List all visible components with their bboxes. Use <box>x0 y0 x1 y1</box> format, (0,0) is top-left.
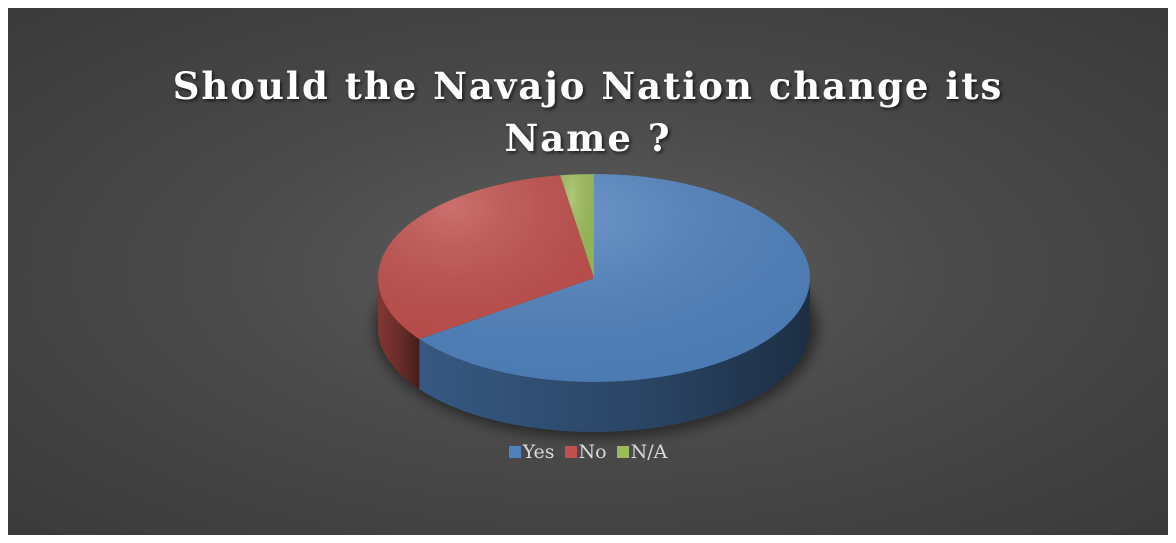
pie-tops <box>377 174 810 383</box>
legend-swatch-no <box>564 446 577 458</box>
legend-swatch-yes <box>508 446 521 458</box>
pie-sides <box>378 278 810 432</box>
chart-title-line-1: Should the Navajo Nation change its <box>172 64 1004 108</box>
legend-item-no: No <box>564 441 607 463</box>
pie-side-shade-yes <box>419 278 810 432</box>
legend-item-yes: Yes <box>508 441 555 463</box>
legend-label-no: No <box>578 441 607 463</box>
chart-title-line-2: Name ? <box>504 116 672 160</box>
pie-slice-shade-na <box>560 174 594 278</box>
pie-chart <box>374 174 818 438</box>
chart-title: Should the Navajo Nation change its Name… <box>8 60 1168 164</box>
legend-label-na: N/A <box>630 441 668 463</box>
legend-swatch-na <box>616 446 629 458</box>
pie-side-shade-no <box>378 278 420 390</box>
pie-slice-shade-no <box>377 175 594 340</box>
chart-area: Should the Navajo Nation change its Name… <box>8 8 1168 535</box>
legend-item-na: N/A <box>616 441 668 463</box>
pie-slice-shade-yes <box>419 174 810 383</box>
legend-label-yes: Yes <box>522 441 555 463</box>
legend: Yes No N/A <box>8 441 1168 463</box>
